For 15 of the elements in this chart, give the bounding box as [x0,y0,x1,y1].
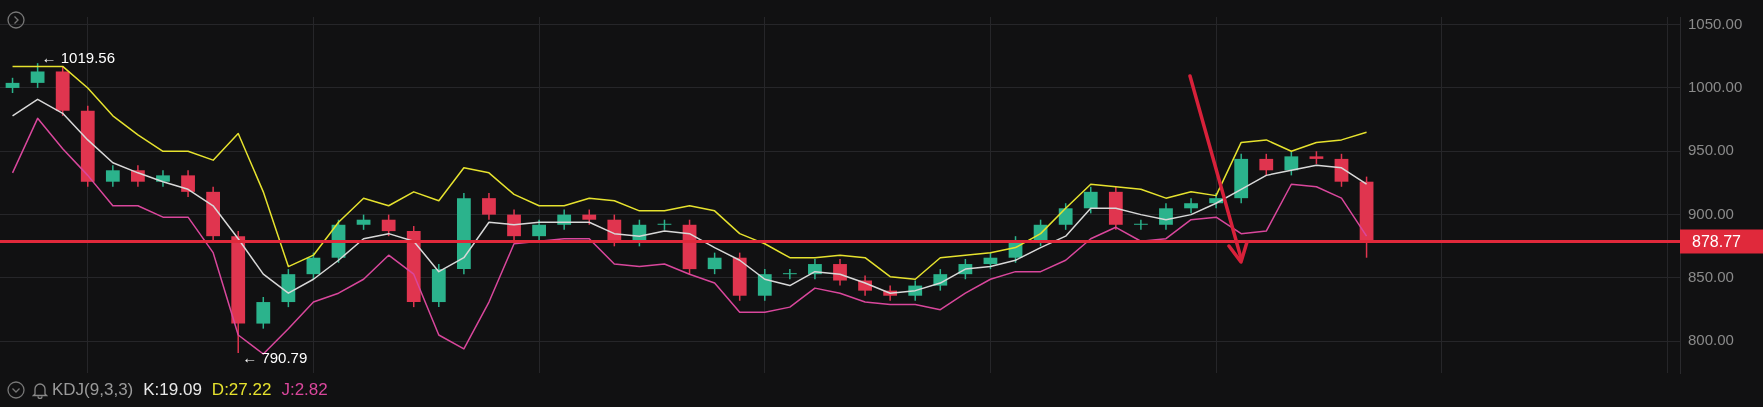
annotation: ← 790.79 [242,349,308,367]
ref-line-label: 878.77 [1692,232,1742,250]
y-tick-label: 900.00 [1688,204,1734,222]
y-tick-label: 1050.00 [1688,14,1743,32]
annotation: ← 1019.56 [41,49,115,67]
text: K:19.09 [143,380,202,400]
text: D:27.22 [211,380,272,400]
text: J:2.82 [281,380,328,400]
y-tick-label: 950.00 [1688,141,1734,159]
text: KDJ(9,3,3) [52,380,134,400]
y-tick-label: 1000.00 [1688,78,1743,96]
y-tick-label: 850.00 [1688,268,1734,286]
candlestick [1134,219,1148,230]
y-tick-label: 800.00 [1688,331,1734,349]
candlestick [782,269,797,280]
